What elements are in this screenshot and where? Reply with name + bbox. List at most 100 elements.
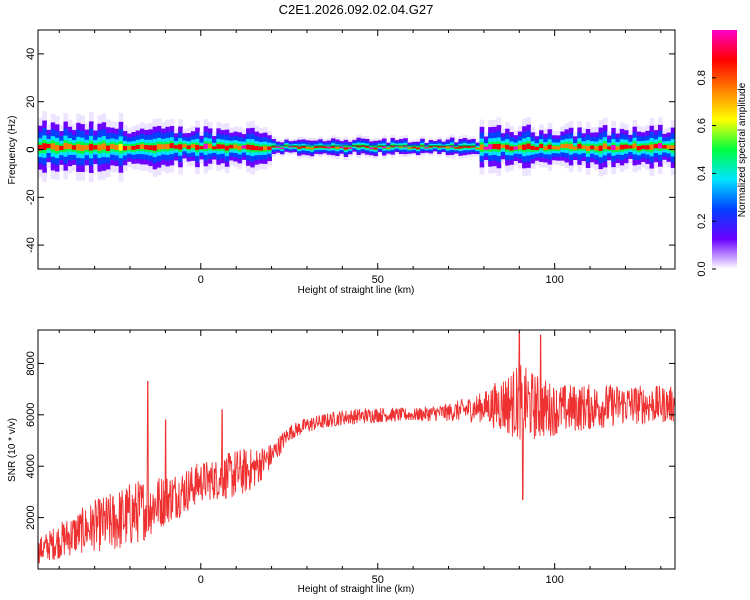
heatmap-cell (458, 146, 464, 149)
heatmap-cell (275, 146, 281, 148)
colorbar-tick-label: 0.2 (696, 214, 708, 229)
y-tick-label: 2000 (25, 505, 37, 529)
heatmap-cell (348, 147, 353, 149)
heatmap-cell (598, 145, 604, 151)
heatmap-cell (246, 144, 251, 150)
x-tick-label: 100 (545, 574, 563, 586)
heatmap-cell (169, 143, 175, 149)
heatmap-cell (641, 145, 646, 150)
y-tick-label: 0 (25, 146, 37, 152)
heatmap-cell (666, 145, 672, 150)
heatmap-cell (254, 146, 260, 151)
heatmap-cell (241, 145, 247, 149)
heatmap-cell (364, 145, 370, 148)
heatmap-cell (500, 144, 506, 148)
heatmap-cell (488, 144, 493, 150)
snr-panel: 0 50 100 2000 4000 6000 8000 Height of straigh… (7, 329, 676, 595)
colorbar-tick-label: 0.8 (696, 70, 708, 85)
heatmap-cell (220, 144, 226, 149)
heatmap-cell (496, 143, 502, 150)
heatmap-body (38, 111, 676, 183)
heatmap-cell (301, 146, 306, 149)
heatmap-cell (110, 144, 115, 149)
heatmap-cell (539, 144, 544, 149)
snr-line (37, 332, 676, 564)
heatmap-cell (309, 147, 315, 150)
y-tick-label: -40 (25, 237, 37, 253)
heatmap-cell (186, 145, 192, 150)
heatmap-cell (250, 145, 255, 151)
heatmap-cell (475, 147, 481, 150)
heatmap-cell (271, 145, 277, 148)
heatmap-cell (339, 146, 345, 149)
heatmap-cell (195, 144, 200, 150)
heatmap-cell (267, 146, 272, 150)
heatmap-cell (322, 146, 328, 149)
heatmap-cell (632, 143, 638, 149)
heatmap-cell (611, 145, 616, 151)
heatmap-cell (258, 146, 264, 151)
heatmap-cell (67, 143, 73, 149)
heatmap-cell (54, 144, 60, 152)
heatmap-cell (577, 143, 582, 149)
heatmap-cell (560, 144, 565, 148)
heatmap-cell (135, 144, 141, 150)
heatmap-cell (517, 145, 523, 150)
heatmap-cell (76, 144, 81, 151)
heatmap-cell (229, 144, 234, 149)
heatmap-cell (369, 147, 374, 150)
heatmap-cell (381, 145, 387, 149)
heatmap-cell (63, 142, 69, 150)
heatmap-cell (105, 145, 111, 151)
x-tick-label: 50 (372, 574, 384, 586)
heatmap-cell (466, 146, 472, 148)
y-tick-label: 4000 (25, 454, 37, 478)
heatmap-cell (483, 146, 489, 150)
heatmap-cell (454, 147, 459, 149)
heatmap-cell (619, 144, 625, 150)
heatmap-cell (88, 143, 94, 151)
y-tick-label: 6000 (25, 403, 37, 427)
heatmap-cell (628, 145, 633, 149)
snr-y-axis-label: SNR (10 * v/v) (7, 418, 18, 482)
heatmap-cell (585, 145, 591, 151)
x-tick-label: 0 (198, 574, 204, 586)
heatmap-cell (509, 146, 515, 151)
heatmap-cell (543, 146, 548, 150)
heatmap-cell (662, 145, 667, 149)
heatmap-cell (441, 146, 447, 148)
heatmap-cell (564, 143, 570, 149)
heatmap-cell (590, 145, 595, 150)
heatmap-cell (50, 143, 56, 150)
heatmap-cell (649, 144, 655, 150)
heatmap-cell (280, 147, 285, 150)
heatmap-cell (607, 146, 612, 150)
heatmap-cell (428, 145, 434, 148)
x-tick-label: 100 (545, 274, 563, 286)
heatmap-cell (199, 146, 205, 150)
heatmap-cell (581, 145, 587, 149)
colorbar-label: Normalized spectral amplitude (737, 82, 748, 217)
heatmap-cell (139, 144, 145, 149)
heatmap-cell (101, 143, 107, 150)
y-tick-label: 20 (25, 96, 37, 108)
heatmap-cell (190, 144, 196, 148)
heatmap-cell (505, 144, 510, 150)
heatmap-cell (318, 145, 323, 148)
heatmap-cell (84, 145, 90, 150)
heatmap-cell (492, 143, 498, 150)
heatmap-cell (373, 147, 379, 150)
heatmap-cell (534, 146, 540, 151)
heatmap-cell (326, 146, 332, 149)
snr-frame (37, 329, 676, 570)
heatmap-cell (131, 145, 137, 150)
snr-x-axis-label: Height of straight line (km) (298, 584, 415, 595)
heatmap-cell (71, 145, 77, 150)
heatmap-cell (212, 146, 217, 150)
heatmap-cell (38, 144, 43, 151)
heatmap-cell (415, 147, 421, 150)
colorbar-tick-label: 0.0 (696, 261, 708, 276)
heatmap-cell (297, 146, 302, 149)
heatmap-cell (122, 145, 128, 151)
